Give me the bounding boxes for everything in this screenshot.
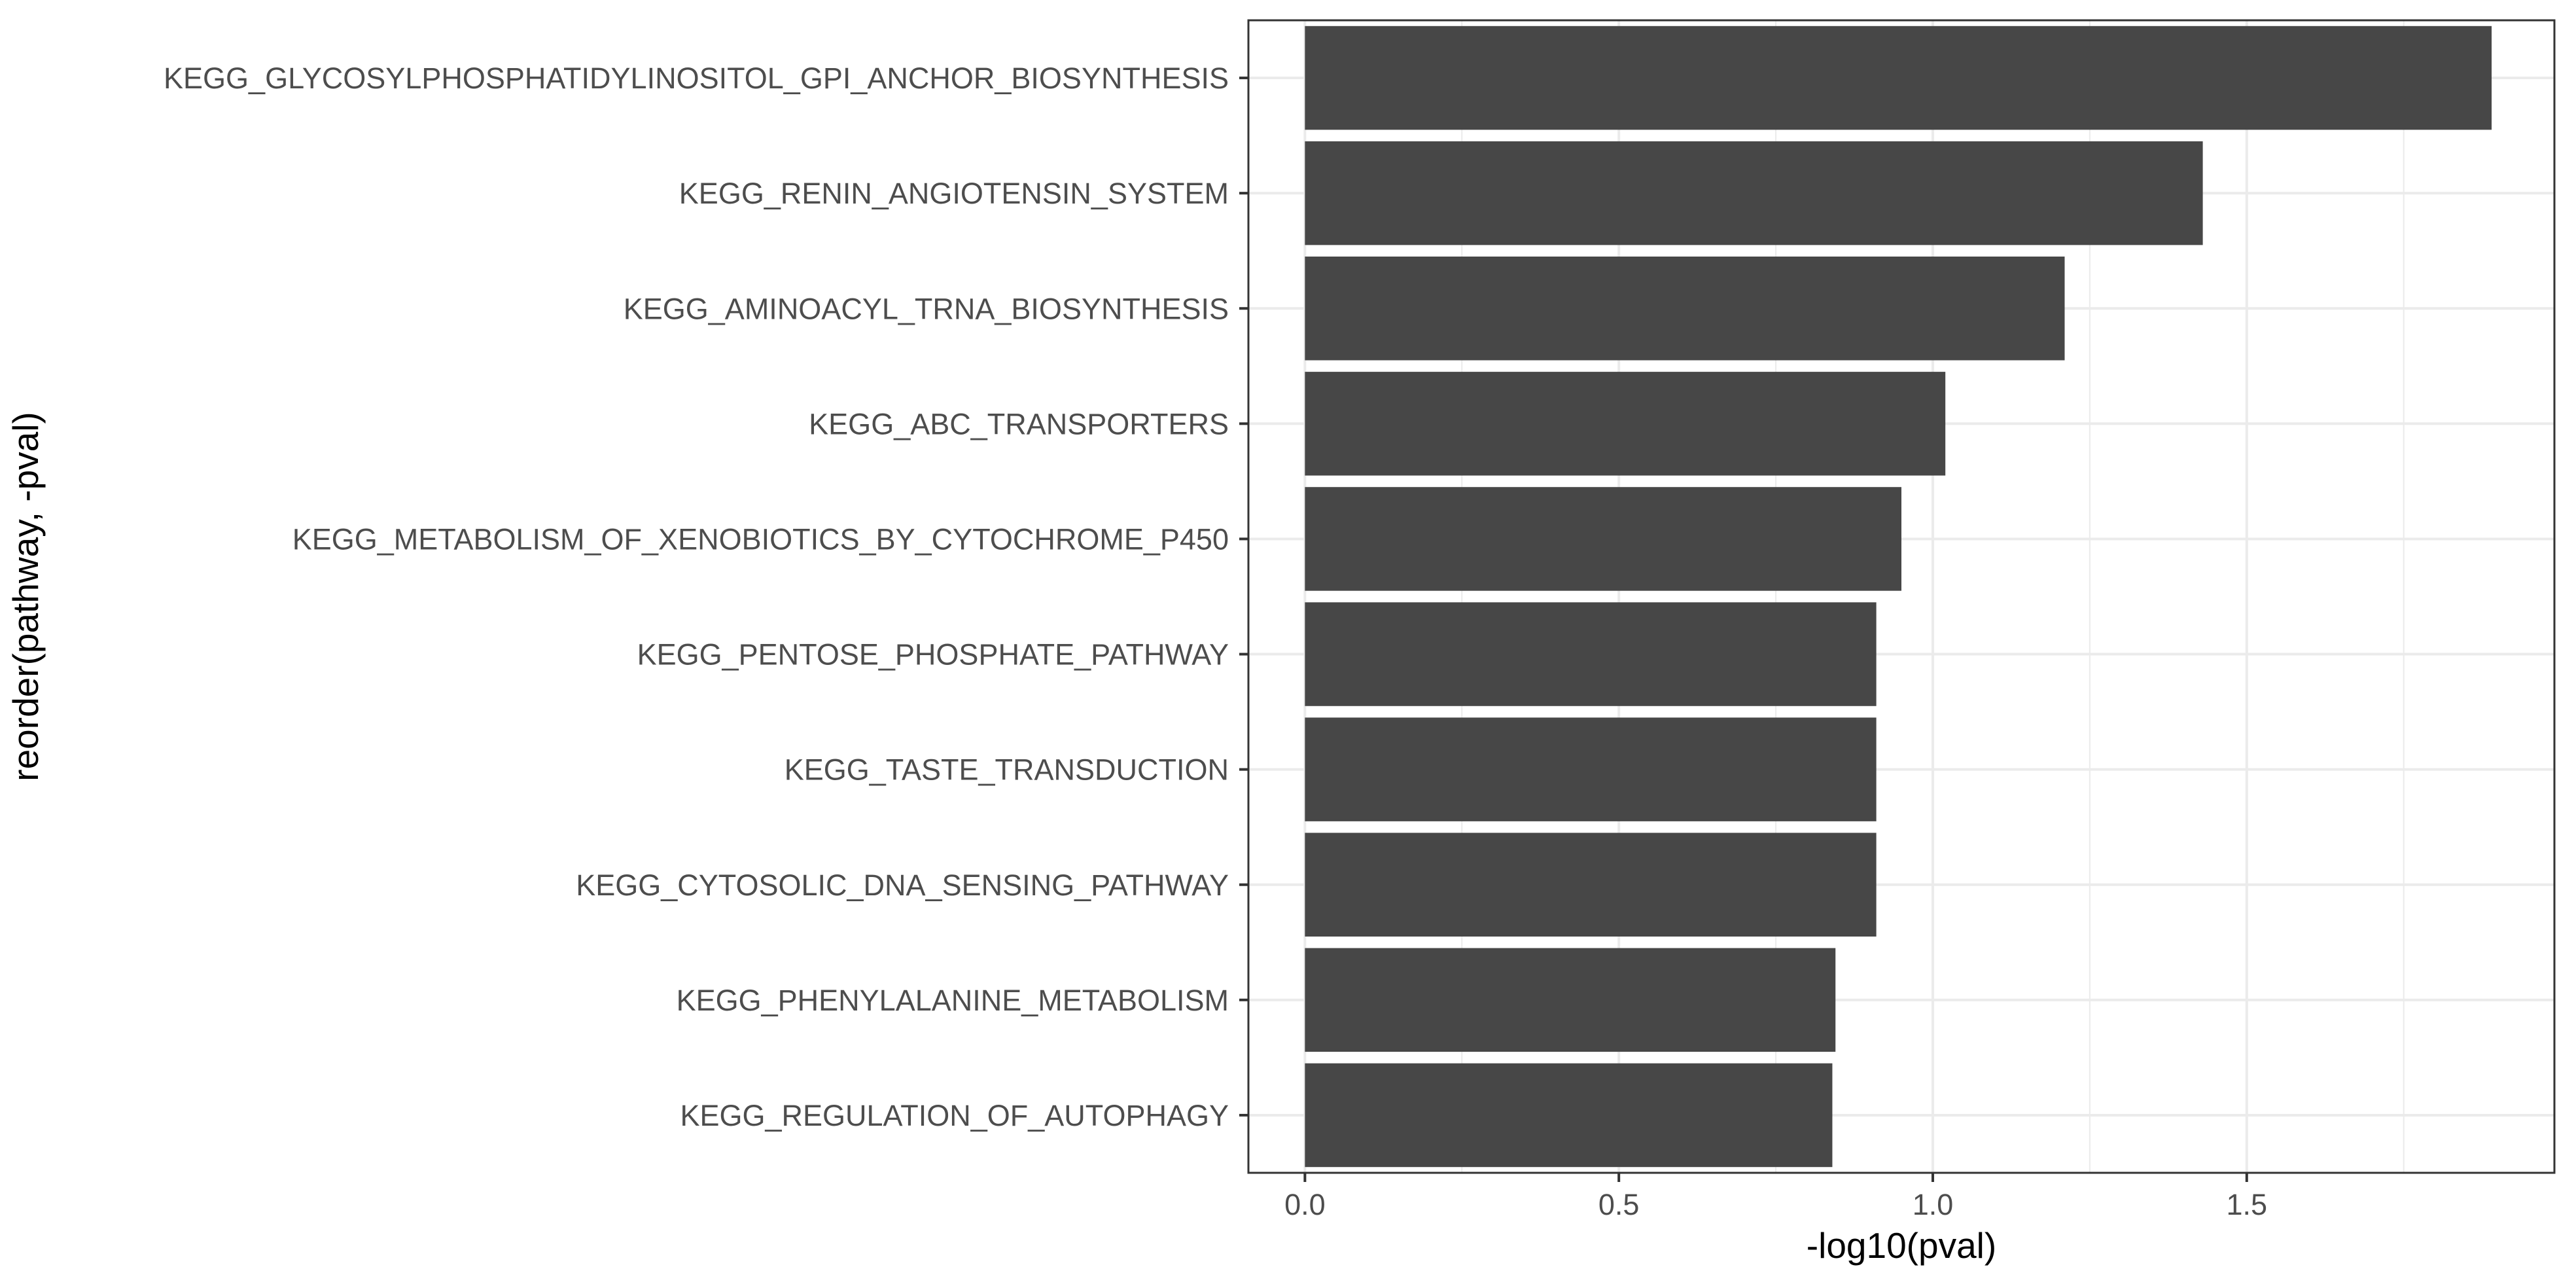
bar [1305, 832, 1877, 937]
y-tick-label: KEGG_PHENYLALANINE_METABOLISM [677, 984, 1229, 1017]
y-axis: KEGG_GLYCOSYLPHOSPHATIDYLINOSITOL_GPI_AN… [164, 62, 1248, 1132]
bar [1305, 26, 2492, 130]
y-tick-label: KEGG_PENTOSE_PHOSPHATE_PATHWAY [637, 638, 1229, 671]
x-tick-label: 1.0 [1913, 1188, 1954, 1221]
x-axis: 0.0 0.5 1.0 1.5 [1284, 1173, 2267, 1221]
y-tick-label: KEGG_RENIN_ANGIOTENSIN_SYSTEM [679, 177, 1229, 210]
bar [1305, 1063, 1833, 1168]
y-tick-label: KEGG_CYTOSOLIC_DNA_SENSING_PATHWAY [576, 868, 1229, 902]
y-tick-label: KEGG_REGULATION_OF_AUTOPHAGY [680, 1099, 1229, 1132]
y-axis-title: reorder(pathway, -pval) [5, 412, 46, 781]
bar [1305, 602, 1877, 706]
y-tick-label: KEGG_TASTE_TRANSDUCTION [785, 753, 1229, 787]
y-tick-label: KEGG_AMINOACYL_TRNA_BIOSYNTHESIS [624, 292, 1229, 325]
bar [1305, 257, 2065, 361]
x-tick-label: 0.5 [1598, 1188, 1640, 1221]
x-tick-label: 1.5 [2227, 1188, 2268, 1221]
bar [1305, 948, 1836, 1052]
bar [1305, 487, 1901, 591]
x-axis-title: -log10(pval) [1807, 1225, 1996, 1266]
bars [1305, 26, 2492, 1168]
y-tick-label: KEGG_GLYCOSYLPHOSPHATIDYLINOSITOL_GPI_AN… [164, 62, 1229, 95]
bar [1305, 141, 2203, 245]
bar [1305, 372, 1946, 476]
x-tick-label: 0.0 [1284, 1188, 1326, 1221]
y-tick-label: KEGG_ABC_TRANSPORTERS [809, 407, 1229, 440]
bar [1305, 717, 1877, 821]
y-tick-label: KEGG_METABOLISM_OF_XENOBIOTICS_BY_CYTOCH… [292, 522, 1229, 556]
panel-border [1247, 19, 2556, 1174]
